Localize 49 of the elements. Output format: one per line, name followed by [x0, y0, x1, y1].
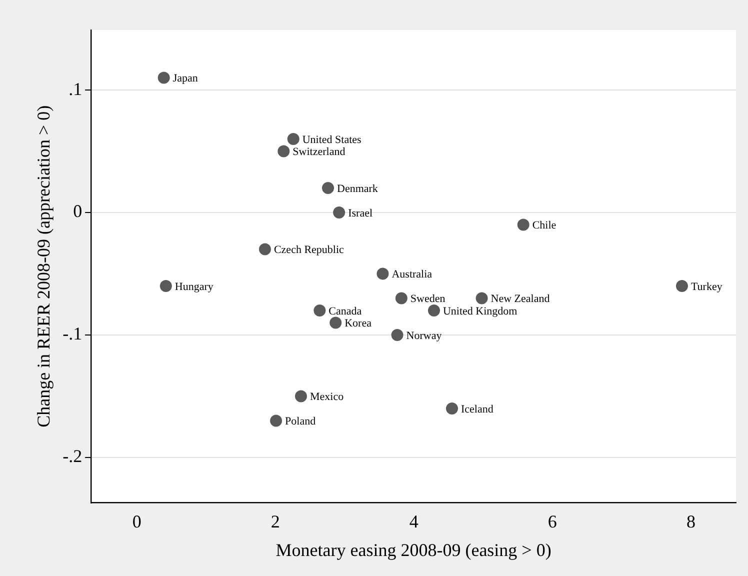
point — [395, 292, 408, 304]
y-tick-label: -.2 — [62, 446, 82, 466]
point — [476, 292, 488, 304]
annotation: Israel — [348, 207, 373, 220]
y-tick-label: 0 — [73, 201, 82, 222]
point — [258, 243, 271, 256]
annotation: United Kingdom — [442, 305, 518, 318]
point — [158, 72, 170, 84]
x-axis-title: Monetary easing 2008-09 (easing > 0) — [276, 540, 552, 560]
point — [446, 402, 458, 414]
point — [287, 133, 300, 146]
annotation: Chile — [532, 220, 556, 232]
annotation: Switzerland — [292, 146, 346, 158]
x-tick-label: 0 — [132, 511, 142, 532]
x-tick-label: 8 — [686, 511, 696, 532]
point — [322, 182, 334, 194]
point — [333, 206, 346, 219]
y-axis-title: Change in REER 2008-09 (appreciation > 0) — [34, 105, 54, 428]
annotation: Canada — [328, 305, 362, 318]
point — [330, 316, 342, 329]
point — [314, 304, 326, 316]
annotation: Mexico — [310, 391, 344, 404]
annotation: Australia — [392, 268, 432, 281]
x-tick-label: 4 — [409, 511, 418, 532]
annotation: United States — [302, 134, 362, 146]
annotation: Turkey — [690, 280, 723, 293]
annotation: New Zealand — [490, 293, 550, 306]
point — [270, 414, 282, 427]
annotation: Japan — [172, 72, 198, 85]
point — [676, 280, 688, 292]
annotation: Sweden — [410, 293, 446, 306]
annotation: Poland — [285, 416, 316, 428]
point — [517, 218, 530, 231]
point — [294, 390, 307, 402]
y-tick-label: .1 — [68, 78, 82, 99]
point — [391, 328, 404, 341]
point — [278, 145, 290, 158]
point — [428, 304, 440, 316]
annotation: Czech Republic — [274, 244, 344, 256]
annotation: Hungary — [174, 280, 214, 293]
point — [160, 280, 172, 292]
annotation: Denmark — [337, 182, 378, 195]
x-tick-label: 6 — [548, 511, 557, 532]
annotation: Korea — [344, 318, 372, 330]
y-tick-label: -.1 — [62, 324, 82, 344]
point — [376, 268, 389, 280]
x-tick-label: 2 — [270, 511, 280, 532]
annotation: Iceland — [460, 403, 494, 416]
annotation: Norway — [406, 330, 442, 342]
